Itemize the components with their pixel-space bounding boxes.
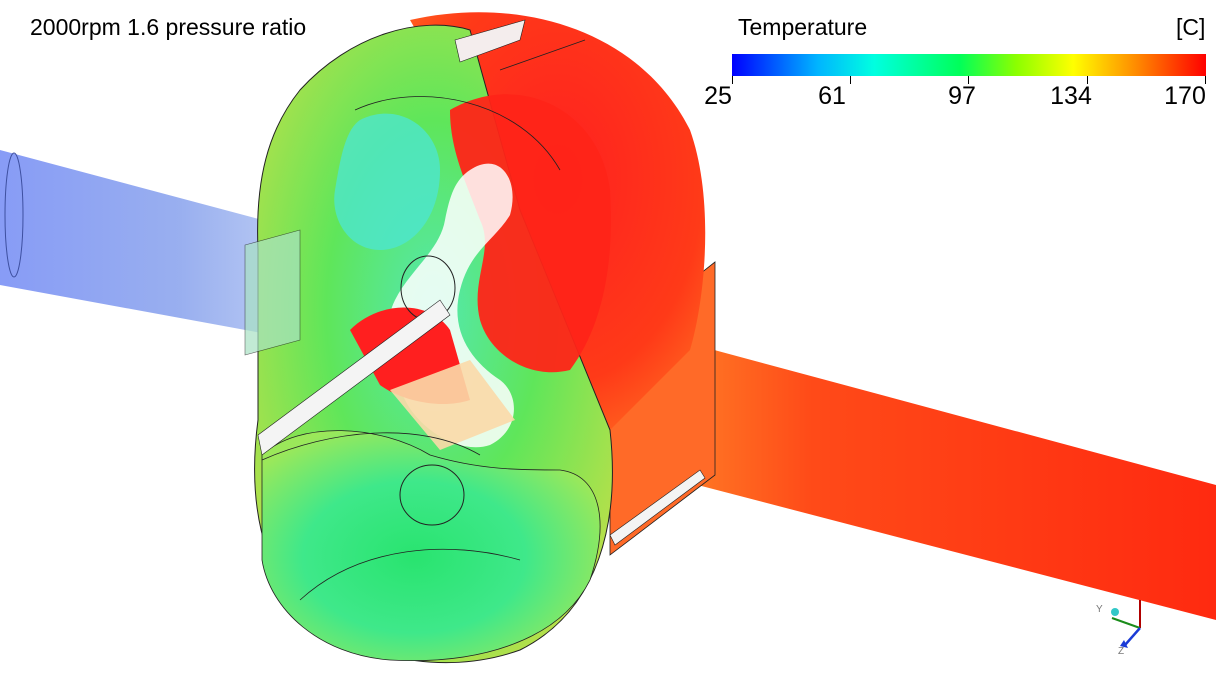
- axis-triad: [1111, 600, 1141, 648]
- pump-housing: [244, 12, 706, 664]
- colorbar-tick-label: 170: [1164, 82, 1206, 110]
- colorbar-tick-label: 61: [818, 82, 846, 110]
- colorbar-tick-label: 134: [1050, 82, 1092, 110]
- colorbar-tick-label: 25: [704, 82, 732, 110]
- colorbar-tick: [732, 76, 733, 84]
- case-title: 2000rpm 1.6 pressure ratio: [30, 14, 307, 40]
- inlet-pipe: [0, 150, 300, 340]
- temperature-colorbar: [732, 54, 1206, 76]
- colorbar-tick-label: 97: [948, 82, 976, 110]
- legend-unit: [C]: [1176, 14, 1206, 40]
- colorbar-tick: [968, 76, 969, 84]
- colorbar-tick: [850, 76, 851, 84]
- legend-title: Temperature: [738, 14, 868, 40]
- colorbar-tick: [1087, 76, 1088, 84]
- outlet-pipe: [631, 329, 1216, 620]
- colorbar-tick: [1205, 76, 1206, 84]
